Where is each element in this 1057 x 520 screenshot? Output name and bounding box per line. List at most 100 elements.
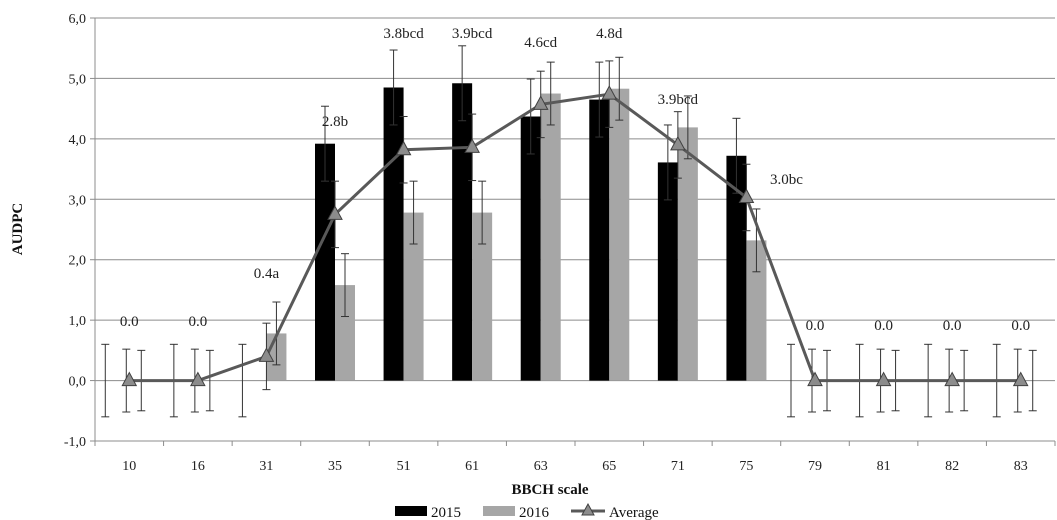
data-label-65: 4.8d (596, 26, 623, 42)
legend-item-average: Average (571, 502, 659, 520)
average-marker-82 (944, 371, 960, 387)
error-bar-2015-63 (526, 78, 535, 155)
y-axis-title: AUDPC (10, 203, 26, 256)
bar-2016-71 (677, 127, 698, 381)
error-bar-2016-65 (615, 56, 624, 121)
y-tick-label: 2,0 (69, 254, 87, 269)
legend-swatch (395, 506, 427, 516)
legend-item-2015: 2015 (395, 505, 461, 520)
error-bar-2016-51 (409, 180, 418, 245)
bars (266, 83, 767, 381)
x-tick-label: 81 (877, 459, 891, 474)
bar-2016-75 (746, 240, 767, 381)
y-tick-label: 0,0 (69, 375, 87, 390)
data-label-10: 0.0 (120, 314, 139, 330)
gridlines (94, 17, 1055, 442)
legend-label: 2015 (431, 505, 461, 520)
error-bar-2015-10 (101, 343, 110, 418)
average-marker-51 (395, 140, 412, 156)
data-label-75: 3.0bc (770, 172, 803, 188)
data-labels: 0.0 0.0 0.4a 2.8b 3.8bcd 3.9bcd 4.6cd 4.8d 3.9bc… (120, 26, 1030, 334)
average-marker-79 (807, 371, 823, 387)
average-marker-16 (190, 371, 206, 387)
x-tick-label: 79 (808, 459, 822, 474)
error-bar-2016-63 (546, 61, 555, 126)
legend-item-2016: 2016 (483, 505, 550, 520)
data-label-81: 0.0 (874, 318, 893, 334)
x-tick-label: 51 (397, 459, 411, 474)
error-bar-average-83 (1028, 349, 1037, 412)
average-marker-83 (1012, 371, 1029, 387)
legend: 2015 2016 Average (395, 502, 659, 520)
error-bar-2016-71 (683, 95, 692, 160)
y-tick-label: 6,0 (69, 12, 87, 27)
average-line-group (121, 85, 1029, 387)
data-label-82: 0.0 (943, 318, 962, 334)
x-axis-title: BBCH scale (511, 482, 588, 498)
legend-marker (581, 502, 595, 516)
average-marker-65 (601, 85, 618, 100)
bar-2015-35 (315, 143, 335, 381)
error-bar-2015-79 (787, 343, 795, 418)
average-marker-10 (121, 371, 138, 387)
y-tick-label: 5,0 (69, 72, 87, 87)
error-bar-2016-75 (752, 208, 761, 273)
y-tick-label: 1,0 (69, 314, 87, 329)
data-label-31: 0.4a (254, 266, 280, 282)
data-label-63: 4.6cd (524, 35, 557, 51)
data-label-61: 3.9bcd (452, 26, 493, 42)
error-bar-2015-51 (389, 49, 398, 126)
x-axis-ticks: 10 16 31 35 51 61 63 65 71 75 79 81 82 83 (94, 441, 1056, 474)
y-axis-ticks: -1,0 0,0 1,0 2,0 3,0 4,0 5,0 6,0 (64, 12, 95, 450)
data-label-71: 3.9bcd (658, 92, 699, 108)
bar-2016-63 (540, 93, 561, 381)
y-tick-label: 4,0 (69, 133, 87, 148)
bar-2016-65 (609, 88, 630, 381)
bar-2015-71 (657, 162, 678, 381)
average-marker-35 (327, 205, 343, 220)
bar-2015-63 (520, 116, 541, 381)
average-marker-61 (464, 138, 480, 153)
error-bar-average-16 (205, 349, 214, 412)
data-label-79: 0.0 (806, 318, 825, 334)
data-label-51: 3.8bcd (383, 26, 424, 42)
x-tick-label: 31 (259, 459, 273, 474)
legend-label: Average (609, 505, 659, 520)
error-bar-2015-65 (595, 61, 604, 138)
x-tick-label: 63 (534, 459, 548, 474)
bar-2015-65 (589, 99, 610, 381)
bar-2016-51 (403, 212, 424, 381)
average-marker-81 (875, 371, 892, 387)
error-bar-2015-35 (321, 105, 329, 182)
x-tick-label: 10 (122, 459, 136, 474)
data-label-83: 0.0 (1011, 318, 1030, 334)
error-bar-2016-35 (341, 253, 349, 318)
bar-2016-35 (335, 285, 355, 381)
y-tick-label: 3,0 (69, 193, 87, 208)
legend-swatch (483, 506, 515, 516)
error-bar-2015-61 (458, 45, 467, 122)
bar-2015-61 (452, 83, 473, 381)
x-tick-label: 65 (602, 459, 616, 474)
average-marker-63 (532, 95, 549, 110)
error-bar-2015-31 (238, 343, 247, 418)
x-tick-label: 82 (945, 459, 959, 474)
average-line (129, 92, 1021, 383)
data-label-16: 0.0 (188, 314, 207, 330)
bar-2015-75 (726, 155, 747, 381)
x-tick-label: 71 (671, 459, 685, 474)
x-tick-label: 16 (191, 459, 205, 474)
average-marker-71 (670, 135, 686, 151)
average-marker-31 (258, 347, 275, 362)
y-tick-label: -1,0 (64, 435, 86, 450)
error-bar-2016-61 (478, 180, 487, 245)
data-label-35: 2.8b (322, 114, 348, 130)
x-tick-label: 75 (739, 459, 753, 474)
average-marker-75 (738, 188, 755, 203)
legend-label: 2016 (519, 505, 550, 520)
x-tick-label: 83 (1014, 459, 1028, 474)
bar-2016-61 (472, 212, 493, 381)
x-tick-label: 61 (465, 459, 479, 474)
bar-2015-51 (383, 87, 404, 381)
